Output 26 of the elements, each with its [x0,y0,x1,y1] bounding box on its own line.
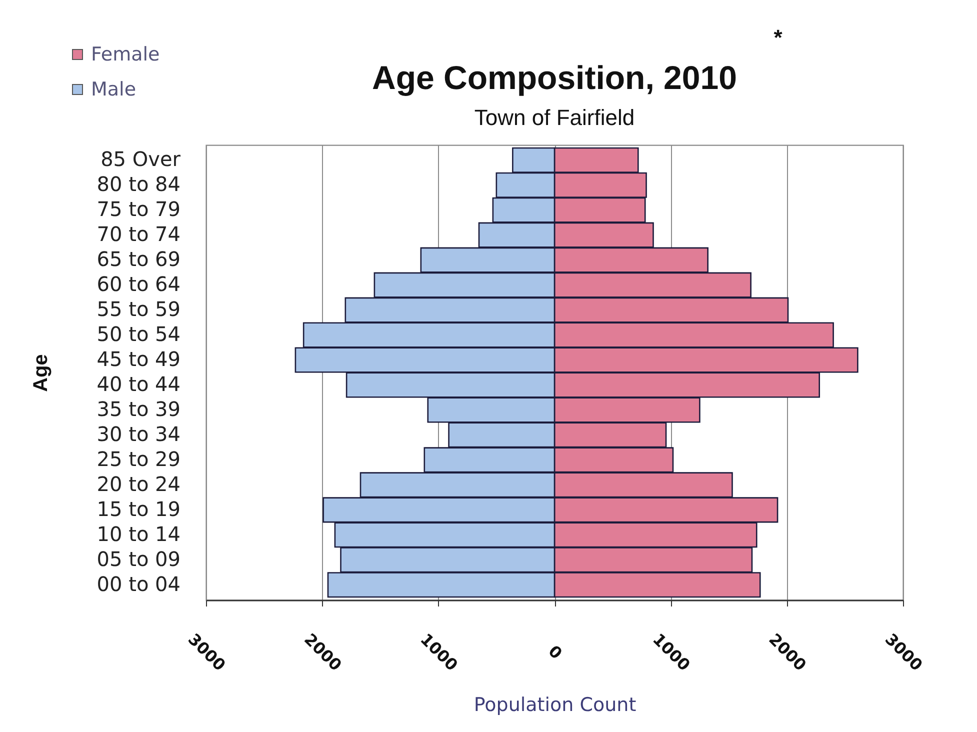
y-tick-label: 00 to 04 [96,572,180,596]
chart-title: Age Composition, 2010 [372,59,737,96]
y-tick-label: 20 to 24 [96,472,180,496]
y-tick-label: 40 to 44 [96,372,180,396]
y-tick-label: 25 to 29 [96,446,180,471]
y-tick-label: 30 to 34 [96,422,180,446]
chart-subtitle: Town of Fairfield [474,105,635,130]
y-tick-label: 70 to 74 [96,222,180,246]
y-axis-title: Age [30,354,52,392]
y-tick-label: 10 to 14 [96,522,180,546]
y-tick-label: 75 to 79 [96,197,180,222]
y-tick-label: 15 to 19 [96,496,180,521]
y-tick-label: 85 Over [100,147,182,172]
y-tick-label: 65 to 69 [96,247,180,272]
y-tick-label: 55 to 59 [96,297,180,322]
x-axis-title: Population Count [474,694,636,716]
y-tick-label: 35 to 39 [96,396,180,421]
text: * [774,25,783,50]
y-tick-label: 80 to 84 [96,172,180,196]
y-tick-label: 60 to 64 [96,272,180,296]
y-tick-label: 50 to 54 [96,322,180,346]
x-tick-label: 0 [544,641,566,663]
legend-label: Male [91,78,136,100]
legend-label: Female [91,44,160,66]
y-tick-label: 45 to 49 [96,347,180,372]
y-tick-label: 05 to 09 [96,546,180,571]
